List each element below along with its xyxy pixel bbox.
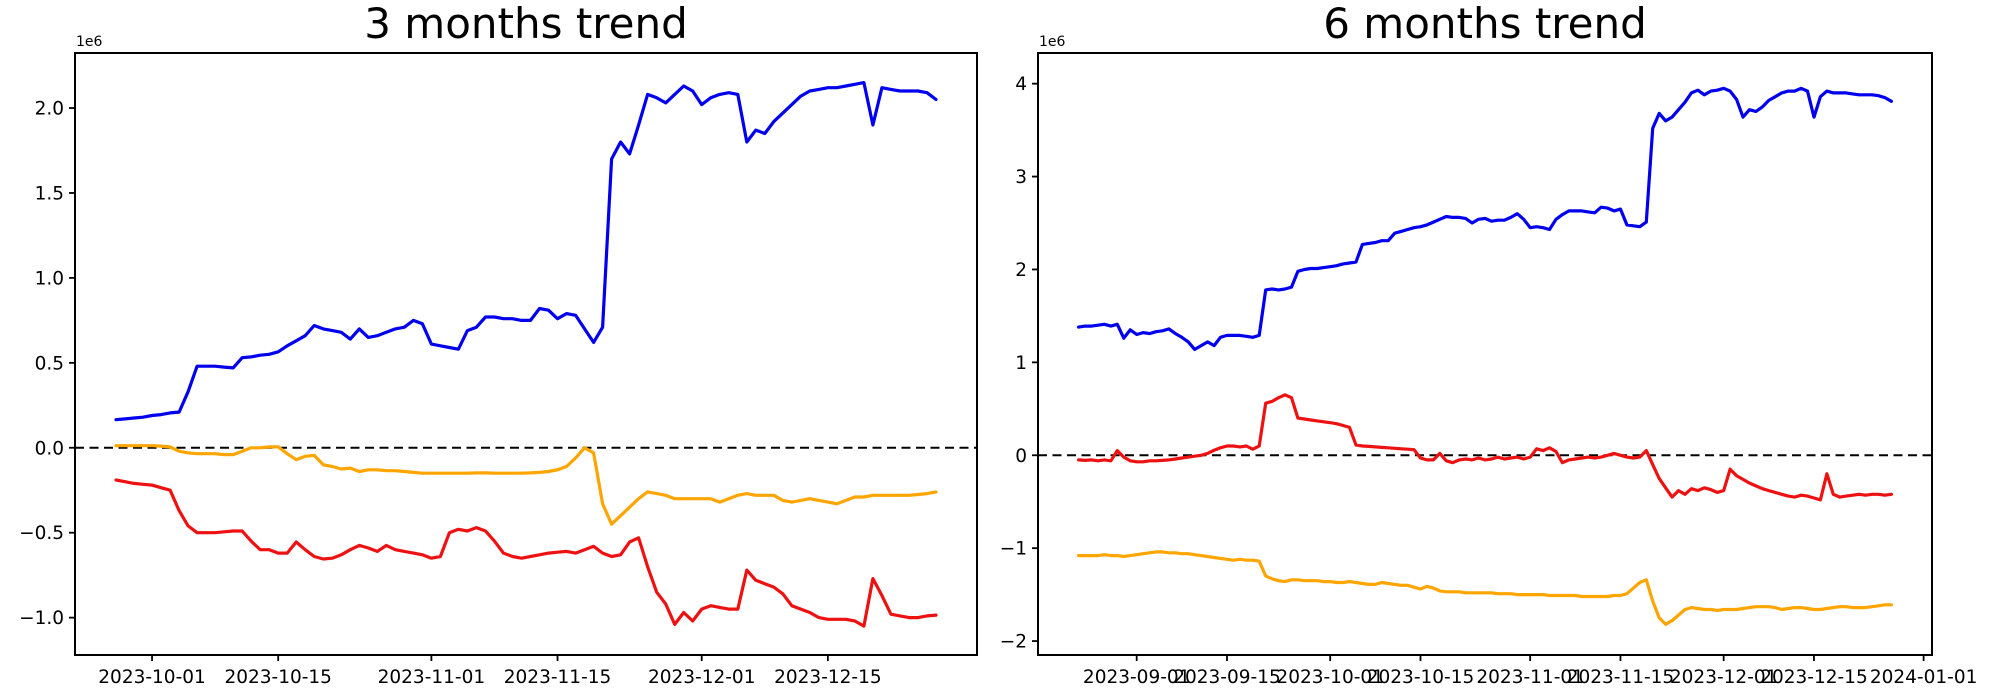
x-tick-label: 2023-12-01	[648, 667, 756, 688]
y-axis-offset-label: 1e6	[76, 34, 103, 50]
chart-title-3-months: 3 months trend	[364, 0, 688, 48]
plot-border	[1037, 52, 1933, 656]
x-tick-label: 2023-12-15	[774, 667, 882, 688]
y-tick-label: 4	[1015, 74, 1027, 95]
y-tick-label: 1.0	[35, 268, 64, 289]
series-blue-line	[114, 80, 938, 422]
y-tick-label: 0.0	[35, 438, 64, 459]
x-tick-label: 2023-10-01	[1276, 667, 1384, 688]
series-blue-line	[1076, 86, 1894, 351]
x-tick-label: 2023-11-01	[1476, 667, 1584, 688]
series-orange-line	[1076, 550, 1894, 626]
y-axis-offset-label: 1e6	[1039, 34, 1066, 50]
series-red-line	[114, 478, 938, 628]
plot-border	[74, 52, 978, 656]
x-tick-label: 2023-10-15	[224, 667, 332, 688]
series-red-line	[1076, 393, 1894, 502]
x-tick-label: 2024-01-01	[1870, 667, 1978, 688]
y-tick-label: 2	[1015, 260, 1027, 281]
y-tick-label: −1.0	[19, 608, 64, 629]
y-tick-label: 2.0	[35, 99, 64, 120]
y-tick-label: 3	[1015, 167, 1027, 188]
x-tick-label: 2023-12-15	[1760, 667, 1868, 688]
y-tick-label: 0	[1015, 446, 1027, 467]
y-tick-label: −1	[1000, 539, 1027, 560]
x-tick-label: 2023-10-15	[1367, 667, 1475, 688]
x-tick-label: 2023-12-01	[1670, 667, 1778, 688]
y-tick-label: 0.5	[35, 353, 64, 374]
x-tick-label: 2023-11-01	[378, 667, 486, 688]
x-tick-label: 2023-11-15	[504, 667, 612, 688]
x-tick-label: 2023-09-01	[1083, 667, 1191, 688]
y-tick-label: −0.5	[19, 523, 64, 544]
x-tick-label: 2023-09-15	[1173, 667, 1281, 688]
x-tick-label: 2023-11-15	[1567, 667, 1675, 688]
y-tick-label: 1.5	[35, 183, 64, 204]
y-tick-label: 1	[1015, 353, 1027, 374]
x-tick-label: 2023-10-01	[98, 667, 206, 688]
series-orange-line	[114, 444, 938, 526]
y-tick-label: −2	[1000, 632, 1027, 653]
chart-title-6-months: 6 months trend	[1323, 0, 1647, 48]
